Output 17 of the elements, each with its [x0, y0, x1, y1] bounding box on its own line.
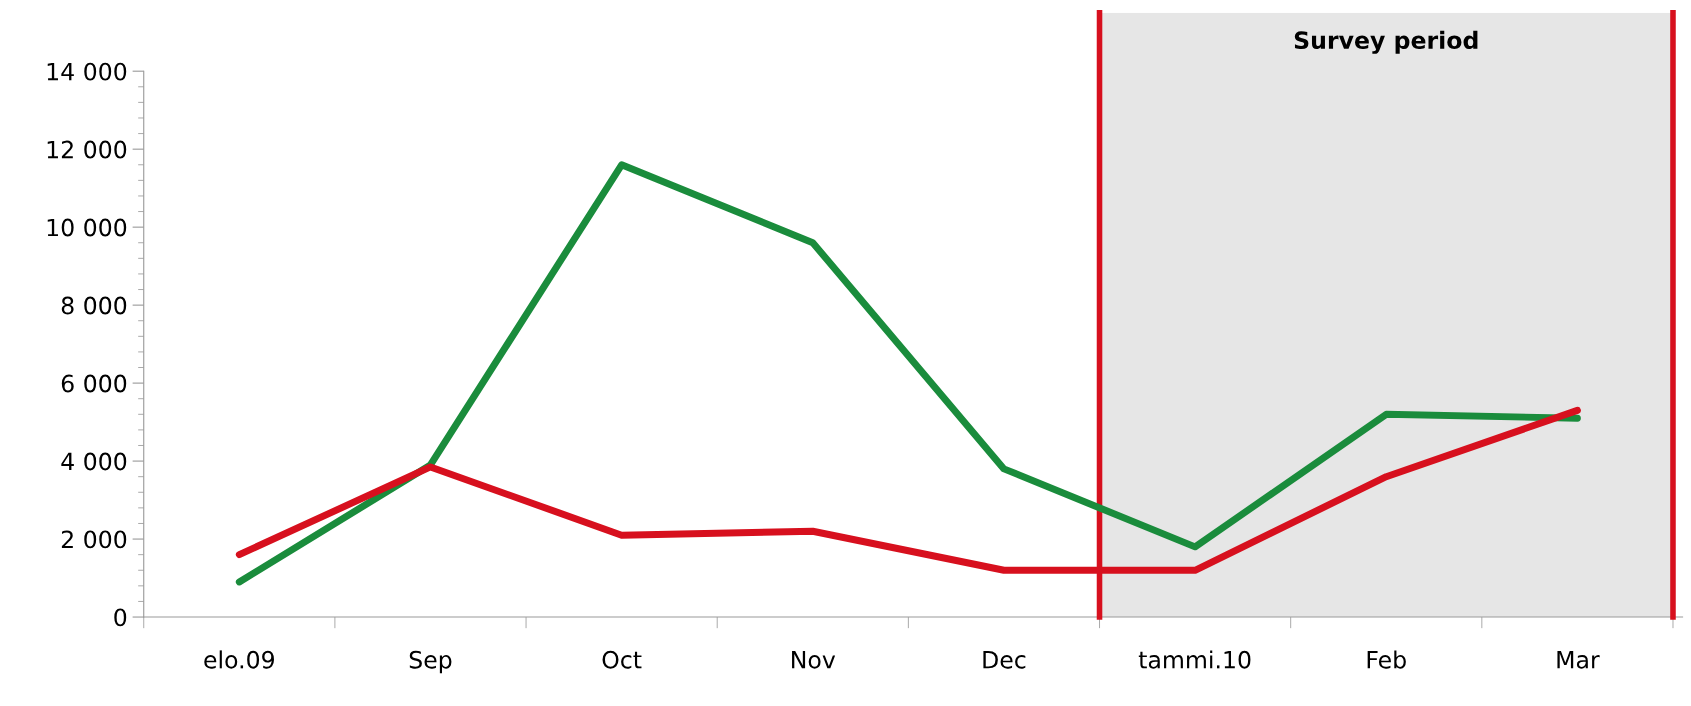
y-tick-label: 14 000: [47, 62, 127, 81]
x-tick-label: Nov: [792, 651, 836, 669]
y-tick-label: 6 000: [61, 374, 127, 393]
y-tick-label: 0: [114, 608, 127, 627]
x-tick-label: tammi.10: [1138, 650, 1251, 669]
x-tick-label: Mar: [1557, 651, 1600, 669]
x-tick-label: Dec: [983, 651, 1026, 669]
x-tick-label: elo.09: [204, 650, 274, 669]
band-label: Survey period: [1294, 30, 1478, 54]
y-tick-label: 8 000: [61, 296, 127, 315]
y-tick-label: 12 000: [47, 140, 127, 159]
y-tick-label: 10 000: [47, 218, 127, 237]
y-tick-label: 4 000: [61, 452, 127, 471]
x-tick-label: Feb: [1367, 650, 1406, 669]
x-tick-label: Sep: [409, 650, 452, 674]
x-tick-label: Oct: [602, 650, 642, 669]
y-tick-label: 2 000: [61, 530, 127, 549]
